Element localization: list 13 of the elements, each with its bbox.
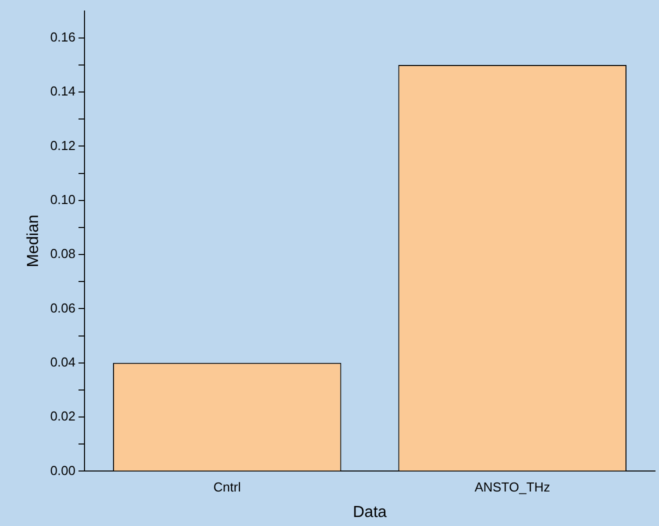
y-tick-label: 0.00 xyxy=(50,462,76,478)
x-tick-label: Cntrl xyxy=(213,480,241,495)
x-tick-label: ANSTO_THz xyxy=(474,480,550,495)
y-tick-label: 0.06 xyxy=(50,300,76,316)
y-axis-title: Median xyxy=(25,214,42,268)
y-tick-label: 0.02 xyxy=(50,408,76,424)
y-tick-label: 0.04 xyxy=(50,354,76,370)
y-tick-label: 0.16 xyxy=(50,29,76,44)
y-tick-label: 0.08 xyxy=(50,246,76,262)
y-tick-label: 0.10 xyxy=(50,192,76,207)
x-axis-title: Data xyxy=(352,504,387,521)
y-tick-label: 0.14 xyxy=(50,84,76,99)
y-tick-label: 0.12 xyxy=(50,138,76,153)
